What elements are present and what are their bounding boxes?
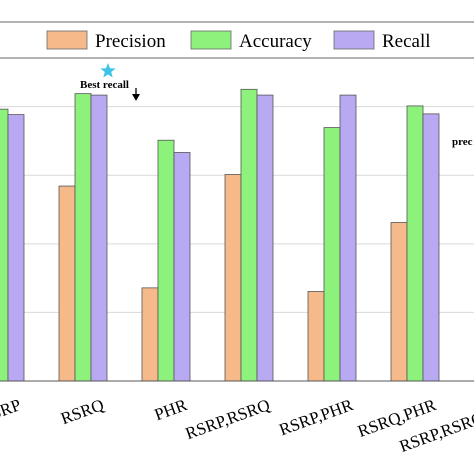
bar-accuracy-rsrq-phr <box>406 105 424 382</box>
bar-recall-rsrq <box>90 94 108 382</box>
legend-swatch-recall <box>333 30 375 50</box>
legend-swatch-precision <box>46 30 88 50</box>
bar-accuracy-rsrq <box>74 93 92 382</box>
annotations: Best recall prec <box>80 63 473 148</box>
bar-precision-rsrq <box>58 185 76 382</box>
legend-label-accuracy: Accuracy <box>239 31 312 52</box>
legend-swatch-accuracy <box>190 30 232 50</box>
legend-label-precision: Precision <box>95 31 166 52</box>
bar-recall-rsrq-phr <box>422 113 440 382</box>
legend: Precision Accuracy Recall <box>0 21 474 59</box>
bar-accuracy-phr <box>157 139 175 382</box>
legend-label-recall: Recall <box>382 31 431 52</box>
star-icon <box>100 63 116 78</box>
bar-precision-phr <box>141 287 159 382</box>
bar-accuracy-rsrp <box>0 108 9 382</box>
bar-recall-rsrp-phr <box>339 94 357 382</box>
bar-recall-phr <box>173 152 191 382</box>
best-recall-label: Best recall <box>80 79 129 91</box>
bar-accuracy-rsrp-rsrq <box>240 88 258 382</box>
arrow-head-icon <box>132 94 140 101</box>
bar-precision-rsrp-phr <box>307 291 325 382</box>
bar-recall-rsrp-rsrq <box>256 94 274 382</box>
bar-precision-rsrq-phr <box>390 222 408 382</box>
side-annotation: prec <box>452 136 473 148</box>
bar-accuracy-rsrp-phr <box>323 127 341 382</box>
bar-precision-rsrp-rsrq <box>224 174 242 382</box>
bar-recall-rsrp <box>7 114 25 382</box>
